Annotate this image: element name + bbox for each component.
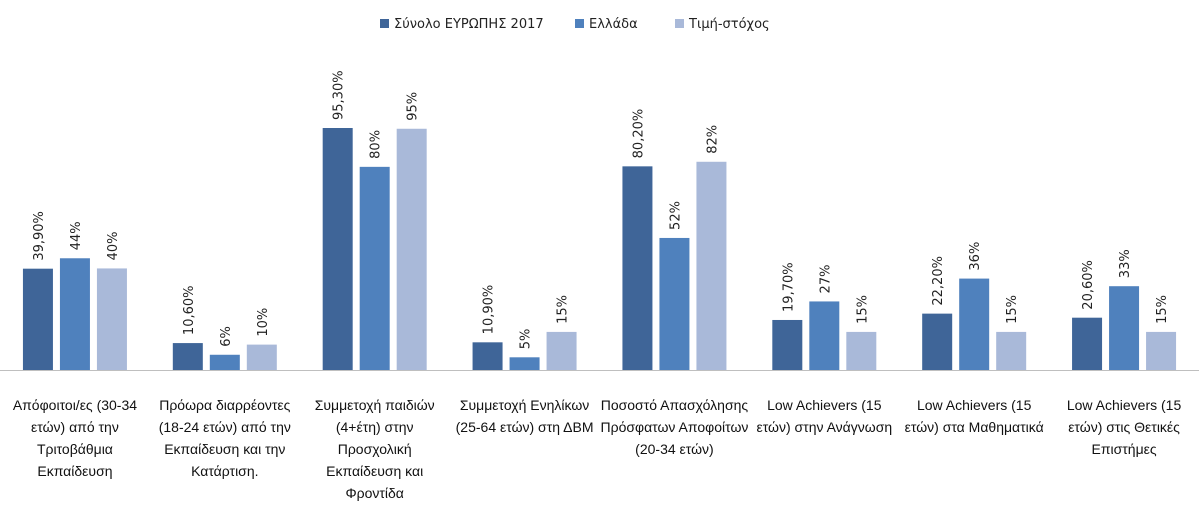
data-label: 33% [1118, 249, 1133, 278]
data-label: 95% [406, 92, 421, 121]
bar [846, 331, 877, 370]
bar [622, 166, 653, 370]
data-label: 20,60% [1081, 260, 1096, 310]
legend-swatch [575, 19, 584, 28]
data-label: 52% [668, 201, 683, 230]
legend-swatch [380, 19, 389, 28]
bar [209, 354, 240, 370]
x-tick-label: Low Achievers (15 ετών) στην Ανάγνωση [756, 397, 893, 435]
bar [809, 301, 840, 370]
x-tick-label: Ποσοστό Απασχόλησης Πρόσφατων Αποφοίτων … [600, 397, 749, 457]
data-label: 15% [1005, 295, 1020, 324]
bar [959, 278, 990, 370]
bar [1146, 331, 1177, 370]
x-tick-label: Low Achievers (15 ετών) στις Θετικές Επι… [1066, 397, 1182, 457]
data-label: 95,30% [332, 70, 347, 120]
x-tick-label: Low Achievers (15 ετών) στα Μαθηματικά [904, 397, 1044, 435]
bar [59, 258, 90, 370]
data-label: 22,20% [931, 256, 946, 306]
bar [1109, 286, 1140, 370]
data-label: 15% [855, 295, 870, 324]
data-label: 10,90% [482, 285, 497, 335]
data-label: 40% [106, 232, 121, 261]
x-tick-label: Συμμετοχή Ενηλίκων (25-64 ετών) στη ΔΒΜ [455, 397, 594, 435]
legend-label: Τιμή-στόχος [688, 17, 770, 32]
data-label: 36% [968, 242, 983, 271]
bar [546, 331, 577, 370]
data-label: 15% [556, 295, 571, 324]
bar [772, 319, 803, 370]
bar [359, 166, 390, 370]
bar [996, 331, 1027, 370]
bar [22, 268, 53, 370]
bar [1072, 317, 1103, 370]
data-label: 82% [705, 125, 720, 154]
legend-label: Ελλάδα [589, 17, 638, 32]
bar [172, 343, 203, 370]
x-tick-label: Απόφοιτοι/ες (30-34 ετών) από την Τριτοβ… [12, 397, 138, 479]
data-label: 80,20% [631, 109, 646, 159]
bar [659, 237, 690, 370]
bar [472, 342, 503, 370]
data-label: 27% [818, 265, 833, 294]
data-label: 10,60% [182, 286, 197, 336]
bar [696, 161, 727, 370]
bar [509, 357, 540, 370]
data-label: 19,70% [781, 262, 796, 312]
x-tick-label: Συμμετοχή παιδιών (4+έτη) στην Προσχολικ… [314, 397, 435, 501]
bar [96, 268, 127, 370]
bar [922, 313, 953, 370]
bar [396, 128, 427, 370]
bar [246, 344, 277, 370]
data-label: 39,90% [32, 211, 47, 261]
data-label: 5% [519, 329, 534, 350]
data-label: 6% [219, 326, 234, 347]
data-label: 80% [369, 130, 384, 159]
data-label: 44% [69, 221, 84, 250]
x-tick-label: Πρόωρα διαρρέοντες (18-24 ετών) από την … [158, 397, 291, 479]
data-label: 10% [256, 308, 271, 337]
data-label: 15% [1155, 295, 1170, 324]
legend-label: Σύνολο ΕΥΡΩΠΗΣ 2017 [394, 17, 544, 32]
legend-swatch [675, 19, 684, 28]
bar [322, 128, 353, 370]
